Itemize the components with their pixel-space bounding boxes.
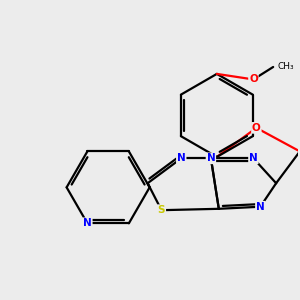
Text: S: S bbox=[158, 205, 165, 215]
Text: N: N bbox=[256, 202, 265, 212]
Text: N: N bbox=[249, 153, 258, 163]
Text: N: N bbox=[177, 153, 186, 163]
Text: N: N bbox=[83, 218, 92, 228]
Text: O: O bbox=[249, 74, 258, 84]
Text: CH₃: CH₃ bbox=[278, 62, 294, 71]
Text: N: N bbox=[206, 153, 215, 163]
Text: O: O bbox=[252, 123, 261, 133]
